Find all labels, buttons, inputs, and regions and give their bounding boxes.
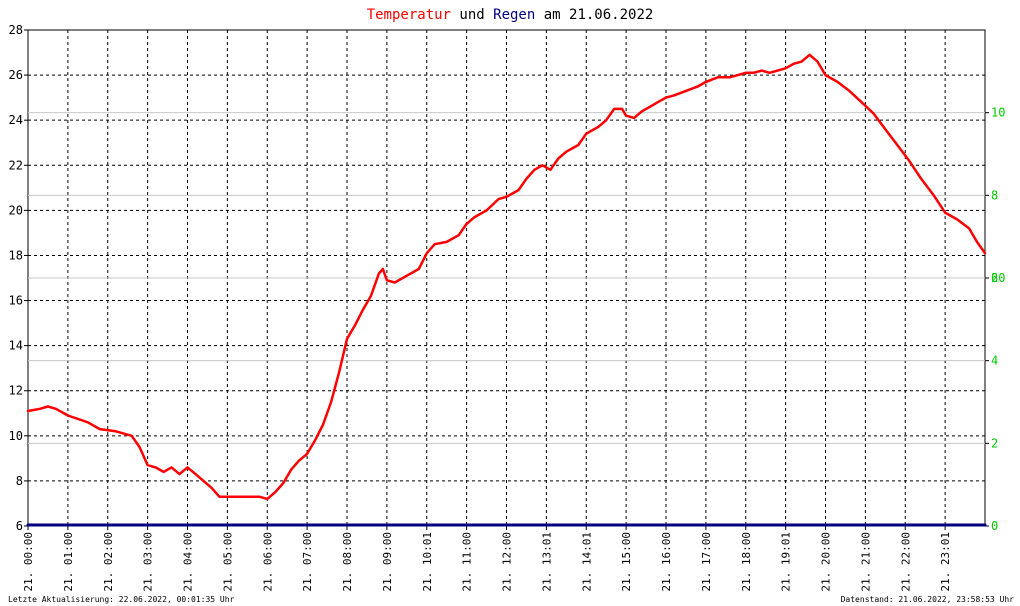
x-tick-label: 21. 09:00 bbox=[381, 532, 394, 592]
y-left-tick-label: 24 bbox=[9, 113, 23, 127]
footer-last-update: Letzte Aktualisierung: 22.06.2022, 00:01… bbox=[8, 595, 235, 604]
x-tick-label: 21. 23:01 bbox=[939, 532, 952, 592]
x-tick-label: 21. 00:00 bbox=[22, 532, 35, 592]
y-left-axis: 6 8 10 12 14 16 18 20 22 24 26 28 bbox=[9, 23, 28, 533]
y-right-tick-label: 0 bbox=[991, 519, 998, 533]
y-left-tick-label: 8 bbox=[16, 474, 23, 488]
title-date: am 21.06.2022 bbox=[535, 7, 653, 23]
x-tick-label: 21. 21:00 bbox=[859, 532, 872, 592]
y-right-tick-label: 10 bbox=[991, 106, 1005, 120]
title-regen: Regen bbox=[493, 7, 535, 23]
title-und: und bbox=[451, 7, 493, 23]
y-left-tick-label: 6 bbox=[16, 519, 23, 533]
y-right-tick-label: 4 bbox=[991, 354, 998, 368]
x-tick-label: 21. 16:00 bbox=[660, 532, 673, 592]
series-group bbox=[26, 53, 987, 527]
y-left-tick-label: 22 bbox=[9, 158, 23, 172]
y-left-tick-label: 10 bbox=[9, 429, 23, 443]
grid bbox=[28, 30, 985, 526]
y-right-tick-label: 2 bbox=[991, 436, 998, 450]
x-tick-label: 21. 12:00 bbox=[501, 532, 514, 592]
x-axis: 21. 00:00 21. 01:00 21. 02:00 21. 03:00 21. … bbox=[22, 526, 952, 592]
y-left-tick-label: 26 bbox=[9, 68, 23, 82]
x-tick-label: 21. 13:01 bbox=[540, 532, 553, 592]
y-right-tick-label: 6 bbox=[991, 271, 998, 285]
x-tick-label: 21. 07:00 bbox=[301, 532, 314, 592]
y-left-tick-label: 16 bbox=[9, 294, 23, 308]
y-left-tick-label: 28 bbox=[9, 23, 23, 37]
x-tick-label: 21. 17:00 bbox=[700, 532, 713, 592]
series-line-temperatur bbox=[26, 53, 987, 501]
y-left-tick-label: 12 bbox=[9, 384, 23, 398]
x-tick-label: 21. 20:00 bbox=[820, 532, 833, 592]
x-tick-label: 21. 15:00 bbox=[620, 532, 633, 592]
x-tick-label: 21. 18:00 bbox=[740, 532, 753, 592]
y-left-tick-label: 14 bbox=[9, 339, 23, 353]
title-temperatur: Temperatur bbox=[367, 7, 451, 23]
x-tick-label: 21. 01:00 bbox=[62, 532, 75, 592]
x-tick-label: 21. 06:00 bbox=[261, 532, 274, 592]
x-tick-label: 21. 02:00 bbox=[102, 532, 115, 592]
x-tick-label: 21. 03:00 bbox=[142, 532, 155, 592]
x-tick-label: 21. 08:00 bbox=[341, 532, 354, 592]
footer-data-timestamp: Datenstand: 21.06.2022, 23:58:53 Uhr bbox=[841, 595, 1015, 604]
y-left-tick-label: 18 bbox=[9, 248, 23, 262]
x-tick-label: 21. 14:01 bbox=[580, 532, 593, 592]
x-tick-label: 21. 10:01 bbox=[421, 532, 434, 592]
y-right-tick-label: 20 bbox=[991, 271, 1005, 285]
chart-title: Temperatur und Regen am 21.06.2022 bbox=[367, 7, 654, 23]
y-left-tick-label: 20 bbox=[9, 203, 23, 217]
x-tick-label: 21. 04:00 bbox=[182, 532, 195, 592]
y-right-axis: 0 2 4 6 8 10 20 bbox=[985, 106, 1005, 533]
x-tick-label: 21. 11:00 bbox=[461, 532, 474, 592]
x-tick-label: 21. 19:01 bbox=[780, 532, 793, 592]
x-tick-label: 21. 05:00 bbox=[221, 532, 234, 592]
x-tick-label: 21. 22:00 bbox=[899, 532, 912, 592]
y-right-tick-label: 8 bbox=[991, 188, 998, 202]
